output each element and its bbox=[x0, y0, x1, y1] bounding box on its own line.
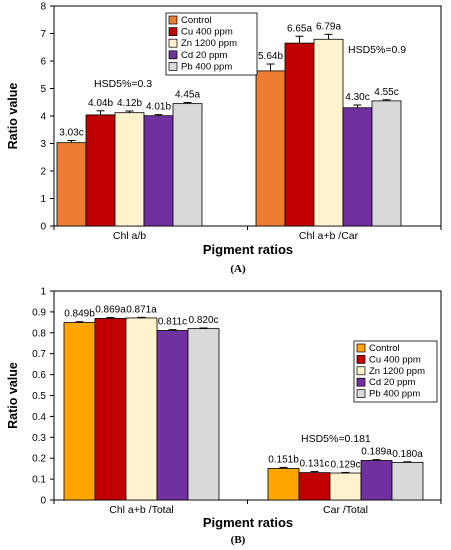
bar bbox=[360, 460, 393, 501]
bar bbox=[56, 142, 87, 227]
data-label: 4.12b bbox=[117, 98, 142, 109]
bar bbox=[298, 472, 331, 501]
data-label: 0.129c bbox=[330, 459, 360, 470]
legend-label: Cu 400 ppm bbox=[369, 354, 421, 365]
data-label: 4.45a bbox=[175, 90, 200, 101]
hsd-annotation: HSD5%=0.9 bbox=[348, 44, 406, 56]
x-category-label: Car /Total bbox=[323, 504, 368, 516]
bar bbox=[329, 472, 362, 501]
y-tick-label: 0.5 bbox=[32, 391, 46, 402]
bar bbox=[94, 317, 127, 501]
legend-label: Zn 1200 ppm bbox=[369, 366, 425, 377]
data-label: 6.79a bbox=[316, 21, 341, 32]
legend-swatch bbox=[168, 50, 178, 60]
data-label: 0.131c bbox=[299, 459, 329, 470]
y-tick-label: 2 bbox=[40, 167, 46, 178]
data-label: 0.849b bbox=[64, 309, 95, 320]
bar bbox=[342, 107, 373, 227]
data-label: 4.55c bbox=[374, 87, 398, 98]
x-category-label: Chl a+b /Car bbox=[299, 230, 359, 242]
bar bbox=[156, 330, 189, 501]
y-tick-label: 0.7 bbox=[32, 349, 46, 360]
data-label: 0.189a bbox=[361, 447, 392, 458]
data-label: 4.01b bbox=[146, 102, 171, 113]
y-tick-label: 0.4 bbox=[32, 412, 46, 423]
bar bbox=[371, 100, 402, 227]
data-label: 0.869a bbox=[95, 305, 126, 316]
bar bbox=[63, 322, 96, 501]
bar bbox=[143, 115, 174, 227]
legend-label: Pb 400 ppm bbox=[369, 389, 420, 400]
legend-label: Control bbox=[369, 343, 400, 354]
legend-box bbox=[353, 340, 438, 403]
bar bbox=[391, 461, 424, 501]
y-tick-label: 1 bbox=[40, 287, 46, 298]
data-label: 0.180a bbox=[392, 449, 423, 460]
legend-swatch bbox=[168, 38, 178, 48]
data-label: 4.30c bbox=[345, 92, 369, 103]
legend-swatch bbox=[168, 62, 178, 71]
bar bbox=[267, 468, 300, 501]
hsd-annotation: HSD5%=0.181 bbox=[301, 433, 371, 445]
y-tick-label: 1 bbox=[40, 194, 46, 205]
y-tick-label: 0.9 bbox=[32, 307, 46, 318]
y-tick-label: 3 bbox=[40, 139, 46, 150]
y-axis-title: Ratio value bbox=[6, 83, 20, 150]
x-axis-title: Pigment ratios bbox=[203, 515, 293, 530]
y-axis-title: Ratio value bbox=[6, 362, 20, 429]
legend-label: Cu 400 ppm bbox=[181, 27, 233, 38]
y-tick-label: 0.2 bbox=[32, 454, 46, 465]
data-label: 0.820c bbox=[188, 315, 218, 326]
y-tick-label: 0 bbox=[40, 496, 46, 507]
panel-label: (B) bbox=[231, 534, 246, 546]
y-tick-label: 4 bbox=[40, 112, 46, 123]
y-tick-label: 0.3 bbox=[32, 433, 46, 444]
panel-label: (A) bbox=[230, 263, 246, 275]
y-tick-label: 5 bbox=[40, 84, 46, 95]
legend-swatch bbox=[356, 377, 366, 387]
legend-swatch bbox=[356, 389, 366, 398]
y-tick-label: 0.8 bbox=[32, 328, 46, 339]
legend-label: Pb 400 ppm bbox=[181, 61, 232, 72]
data-label: 4.04b bbox=[88, 98, 113, 109]
legend-swatch bbox=[356, 355, 366, 364]
y-tick-label: 6 bbox=[40, 57, 46, 68]
data-label: 5.64b bbox=[258, 51, 283, 62]
bar bbox=[172, 103, 203, 227]
bar bbox=[85, 114, 116, 227]
y-tick-label: 8 bbox=[40, 2, 46, 13]
y-tick-label: 0.6 bbox=[32, 370, 46, 381]
legend-label: Cd 20 ppm bbox=[181, 50, 228, 61]
panel-b: 0 0.1 0.2 0.3 0.4 0.5 0.6 0.7 0.8 0.9 1 0.849b 0.869… bbox=[6, 287, 442, 546]
hsd-annotation: HSD5%=0.3 bbox=[94, 78, 152, 90]
x-category-label: Chl a/b bbox=[113, 230, 146, 242]
data-label: 0.811c bbox=[158, 317, 187, 328]
legend-box bbox=[165, 12, 258, 76]
legend-swatch bbox=[356, 343, 366, 353]
data-label: 0.871a bbox=[126, 304, 157, 315]
y-tick-label: 7 bbox=[40, 29, 46, 40]
data-label: 0.151b bbox=[268, 454, 299, 465]
data-label: 6.65a bbox=[287, 23, 312, 34]
bar bbox=[255, 70, 286, 227]
data-label: 3.03c bbox=[59, 127, 83, 138]
legend-swatch bbox=[168, 27, 178, 36]
legend-label: Control bbox=[181, 15, 212, 26]
bar bbox=[125, 317, 158, 501]
bar bbox=[284, 42, 315, 227]
panel-a: 0 1 2 3 4 5 6 7 8 3.03c 4.04b 4.12b 4.01b 4.45a Chl a/… bbox=[6, 2, 442, 275]
x-category-label: Chl a+b /Total bbox=[109, 504, 174, 516]
legend-label: Cd 20 ppm bbox=[369, 377, 416, 388]
y-tick-label: 0 bbox=[40, 222, 46, 233]
bar bbox=[187, 328, 220, 501]
y-tick-label: 0.1 bbox=[32, 475, 46, 486]
x-axis-title: Pigment ratios bbox=[203, 242, 293, 257]
bar bbox=[313, 38, 344, 227]
legend-swatch bbox=[356, 366, 366, 376]
bar bbox=[114, 112, 145, 227]
legend-swatch bbox=[168, 15, 178, 25]
legend-label: Zn 1200 ppm bbox=[181, 38, 237, 49]
